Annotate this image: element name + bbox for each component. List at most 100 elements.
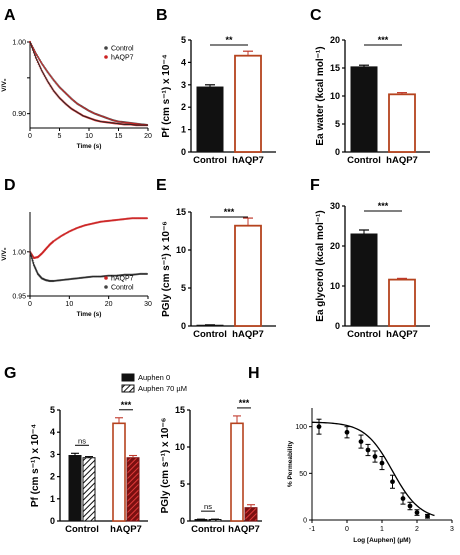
y-tick-label: 50 xyxy=(299,471,307,478)
bar xyxy=(230,422,244,522)
bar xyxy=(196,86,224,153)
y-tick-label: 0 xyxy=(181,321,186,331)
panel-label-a: A xyxy=(4,7,16,24)
bar xyxy=(112,422,126,522)
legend-label: hAQP7 xyxy=(111,276,134,283)
legend-marker xyxy=(104,276,108,280)
x-tick-label: 30 xyxy=(144,301,152,308)
y-tick-label: 1.00 xyxy=(12,40,26,47)
y-axis-label: Pf (cm s⁻¹) x 10⁻⁴ xyxy=(30,424,41,507)
y-tick-label: 1 xyxy=(181,125,186,135)
y-axis-label: % Permeability xyxy=(287,440,294,487)
legend-marker xyxy=(104,46,108,50)
y-tick-label: 5 xyxy=(50,405,55,415)
category-label: hAQP7 xyxy=(232,329,264,340)
series-line xyxy=(29,251,148,282)
legend-swatch xyxy=(121,384,135,393)
category-label: Control xyxy=(193,329,227,340)
y-tick-label: 15 xyxy=(330,63,340,73)
data-point xyxy=(425,513,430,519)
bar xyxy=(208,519,222,522)
significance-label: *** xyxy=(224,207,235,217)
y-axis-label: V/V₀ xyxy=(1,78,8,91)
category-label: hAQP7 xyxy=(228,524,260,535)
x-tick-label: 20 xyxy=(144,133,152,140)
significance-label: *** xyxy=(378,35,389,45)
legend-label: hAQP7 xyxy=(111,55,134,62)
series-line xyxy=(29,217,148,259)
category-label: hAQP7 xyxy=(110,524,142,535)
y-tick-label: 5 xyxy=(181,35,186,45)
y-tick-label: 3 xyxy=(50,449,55,459)
y-axis-label: PGly (cm s⁻¹) x 10⁻⁶ xyxy=(161,221,172,317)
y-tick-label: 0 xyxy=(50,516,55,526)
panel-label-b: B xyxy=(156,7,168,24)
y-axis-label: V/V₀ xyxy=(1,247,8,260)
y-tick-label: 15 xyxy=(175,405,185,415)
y-tick-label: 10 xyxy=(330,281,340,291)
bar xyxy=(126,457,140,522)
x-axis-label: Time (s) xyxy=(77,311,102,318)
category-label: hAQP7 xyxy=(386,329,418,340)
panel-b: 0 1 2 3 4 5 Control hAQP7 ** Pf (cm s⁻¹) x 10⁻⁴ xyxy=(161,35,276,166)
category-label: Control xyxy=(191,524,225,535)
x-tick-label: 20 xyxy=(105,301,113,308)
data-point xyxy=(390,479,395,485)
legend-label: Auphen 0 xyxy=(138,373,170,382)
significance-label: ns xyxy=(78,436,86,445)
data-point xyxy=(365,447,371,453)
y-tick-label: 0 xyxy=(335,321,340,331)
y-tick-label: 5 xyxy=(180,479,185,489)
panel-g1: 0 1 2 3 4 5 ns Control *** hAQP7 Pf (cm s⁻¹) x 10⁻… xyxy=(30,373,187,535)
x-axis-label: Log [Auphen] (µM) xyxy=(353,537,411,544)
x-tick-label: 10 xyxy=(85,133,93,140)
y-tick-label: 0 xyxy=(180,516,185,526)
x-tick-label: -1 xyxy=(309,526,315,533)
bar xyxy=(82,457,96,522)
panel-label-c: C xyxy=(310,7,322,24)
legend-marker xyxy=(104,285,108,289)
bar xyxy=(388,278,416,327)
y-tick-label: 15 xyxy=(176,207,186,217)
fit-curve xyxy=(311,421,435,517)
x-tick-label: 0 xyxy=(28,301,32,308)
category-label: hAQP7 xyxy=(386,155,418,166)
panel-label-d: D xyxy=(4,177,16,194)
series-line xyxy=(29,41,149,126)
y-tick-label: 4 xyxy=(50,427,55,437)
bar xyxy=(350,66,378,153)
significance-label: ns xyxy=(204,502,212,511)
y-tick-label: 5 xyxy=(335,119,340,129)
data-point xyxy=(407,503,413,509)
y-axis-label: PGly (cm s⁻¹) x 10⁻⁶ xyxy=(160,418,171,514)
y-tick-label: 0 xyxy=(335,147,340,157)
significance-label: *** xyxy=(121,400,132,410)
y-tick-label: 20 xyxy=(330,35,340,45)
bar xyxy=(234,224,262,327)
y-tick-label: 4 xyxy=(181,57,186,67)
y-tick-label: 2 xyxy=(50,472,55,482)
x-tick-label: 2 xyxy=(415,526,419,533)
x-tick-label: 3 xyxy=(450,526,454,533)
y-axis-label: Pf (cm s⁻¹) x 10⁻⁴ xyxy=(161,54,172,137)
y-axis-label: Ea water (kcal mol⁻¹) xyxy=(315,46,326,145)
y-tick-label: 10 xyxy=(330,91,340,101)
panel-label-h: H xyxy=(248,365,260,382)
panel-a: 0 5 10 15 20 0.90 1.00 Time (s) V/V₀ Control hAQP7 xyxy=(1,40,152,151)
panel-e: 0 5 10 15 Control hAQP7 *** PGly (cm s⁻¹) x 10⁻… xyxy=(161,207,276,340)
bar xyxy=(234,54,262,153)
y-tick-label: 100 xyxy=(295,424,307,431)
bar xyxy=(388,93,416,153)
y-tick-label: 0 xyxy=(303,518,307,525)
data-point xyxy=(400,496,406,501)
y-tick-label: 0.95 xyxy=(12,294,26,301)
category-label: Control xyxy=(193,155,227,166)
significance-label: *** xyxy=(378,201,389,211)
y-tick-label: 0 xyxy=(181,147,186,157)
panel-label-f: F xyxy=(310,177,320,194)
x-tick-label: 15 xyxy=(115,133,123,140)
bar xyxy=(68,455,82,522)
category-label: Control xyxy=(347,155,381,166)
